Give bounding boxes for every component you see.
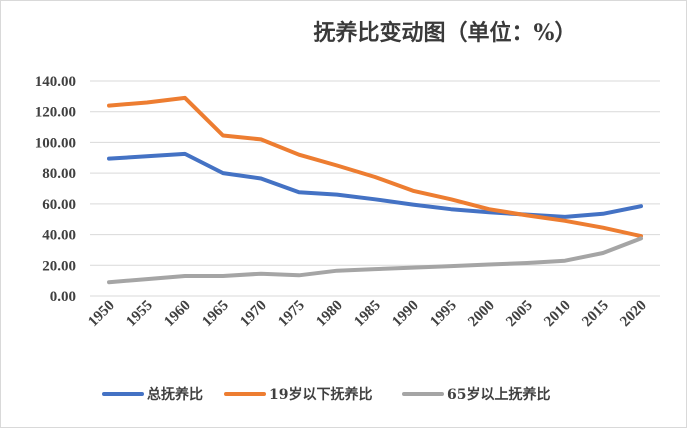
y-tick-label: 60.00: [42, 197, 76, 213]
y-tick-label: 0.00: [50, 289, 76, 305]
x-tick-label: 1985: [351, 298, 384, 331]
x-tick-label: 1955: [123, 298, 156, 331]
y-tick-label: 120.00: [35, 105, 76, 121]
y-tick-label: 80.00: [42, 166, 76, 182]
x-tick-label: 1995: [427, 298, 460, 331]
x-tick-label: 2015: [579, 298, 612, 331]
legend-label-2: 65岁以上抚养比: [447, 386, 550, 403]
series-line-0: [107, 151, 643, 219]
x-tick-label: 1960: [161, 298, 194, 331]
y-axis-ticks: 0.00 20.00 40.00 60.00 80.00 100.00 120.00 140.…: [35, 74, 76, 305]
x-tick-label: 1975: [275, 298, 308, 331]
y-tick-label: 100.00: [35, 135, 76, 151]
y-tick-label: 140.00: [35, 74, 76, 90]
y-tick-label: 40.00: [42, 228, 76, 244]
series-line-1: [107, 95, 643, 239]
x-tick-label: 1990: [389, 298, 422, 331]
legend: 总抚养比 19岁以下抚养比 65岁以上抚养比: [102, 386, 550, 403]
y-tick-label: 20.00: [42, 258, 76, 274]
x-tick-label: 1980: [313, 298, 346, 331]
x-tick-label: 1965: [199, 298, 232, 331]
series-lines: [107, 95, 643, 285]
x-tick-label: 2010: [541, 298, 574, 331]
x-tick-label: 2020: [617, 298, 650, 331]
x-axis-ticks: 1950 1955 1960 1965 1970 1975 1980 1985 1990 1995…: [85, 298, 650, 331]
x-tick-label: 1950: [85, 298, 118, 331]
legend-label-1: 19岁以下抚养比: [269, 386, 372, 403]
x-tick-label: 2005: [503, 298, 536, 331]
x-tick-label: 1970: [237, 298, 270, 331]
legend-label-0: 总抚养比: [147, 386, 203, 403]
x-tick-label: 2000: [465, 298, 498, 331]
chart-title: 抚养比变动图（单位：%）: [314, 20, 577, 46]
grid-lines: [90, 80, 660, 297]
series-line-2: [107, 236, 643, 285]
